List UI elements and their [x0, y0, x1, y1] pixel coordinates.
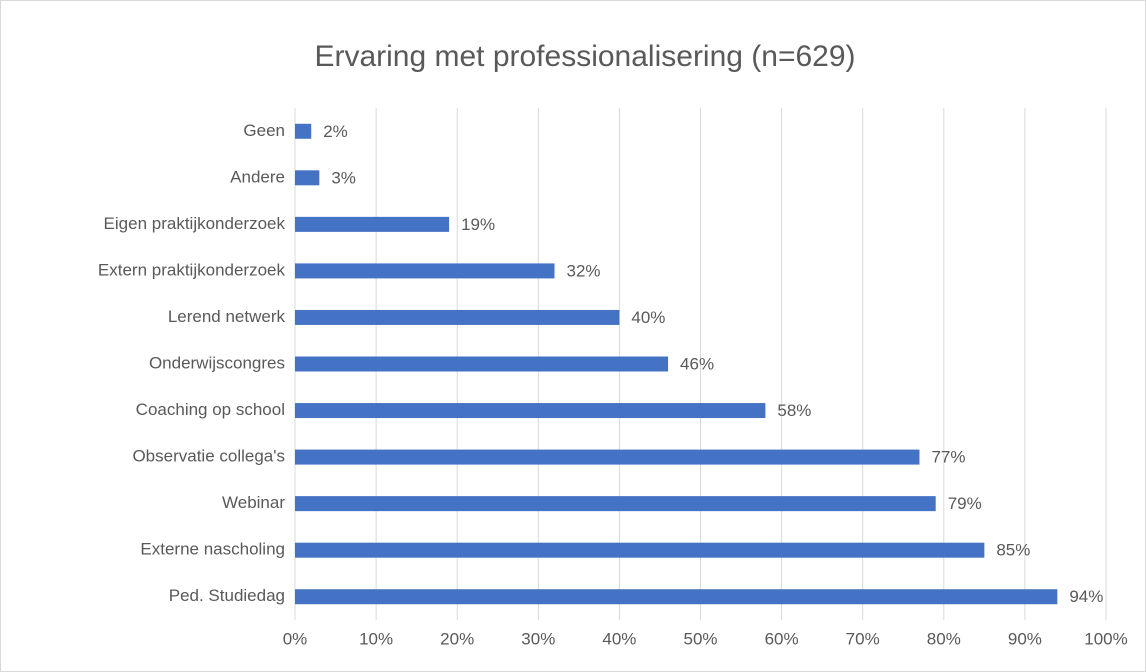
y-tick-label: Geen — [243, 121, 285, 140]
x-tick-label: 70% — [846, 629, 880, 648]
data-label: 77% — [931, 448, 965, 467]
x-tick-label: 20% — [440, 629, 474, 648]
bar — [295, 309, 620, 325]
bar — [295, 123, 312, 139]
x-tick-label: 80% — [927, 629, 961, 648]
bar — [295, 589, 1058, 605]
data-label: 3% — [331, 168, 356, 187]
bar — [295, 542, 985, 558]
y-tick-label: Eigen praktijkonderzoek — [104, 214, 286, 233]
data-label: 32% — [567, 261, 601, 280]
y-tick-label: Ped. Studiedag — [169, 586, 285, 605]
bar — [295, 263, 555, 279]
y-tick-label: Andere — [230, 167, 285, 186]
y-tick-label: Extern praktijkonderzoek — [98, 260, 286, 279]
x-tick-label: 60% — [765, 629, 799, 648]
x-tick-label: 90% — [1008, 629, 1042, 648]
y-tick-label: Observatie collega's — [132, 447, 285, 466]
data-label: 46% — [680, 354, 714, 373]
x-tick-label: 10% — [359, 629, 393, 648]
bar — [295, 170, 320, 186]
data-label: 85% — [996, 541, 1030, 560]
x-tick-label: 100% — [1084, 629, 1127, 648]
y-tick-label: Onderwijscongres — [149, 353, 285, 372]
bar — [295, 403, 766, 419]
y-tick-label: Lerend netwerk — [168, 307, 286, 326]
bar — [295, 496, 936, 512]
x-tick-label: 50% — [683, 629, 717, 648]
x-tick-label: 0% — [283, 629, 308, 648]
data-label: 40% — [631, 308, 665, 327]
y-tick-label: Webinar — [222, 493, 285, 512]
data-label: 79% — [948, 494, 982, 513]
bar — [295, 216, 450, 232]
bar — [295, 449, 920, 465]
x-tick-label: 40% — [602, 629, 636, 648]
x-tick-label: 30% — [521, 629, 555, 648]
chart-title: Ervaring met professionalisering (n=629) — [314, 40, 855, 73]
data-label: 58% — [777, 401, 811, 420]
data-label: 94% — [1069, 587, 1103, 606]
y-tick-label: Coaching op school — [136, 400, 285, 419]
data-label: 19% — [461, 215, 495, 234]
y-tick-label: Externe nascholing — [140, 540, 285, 559]
data-label: 2% — [323, 122, 348, 141]
bar — [295, 356, 669, 372]
